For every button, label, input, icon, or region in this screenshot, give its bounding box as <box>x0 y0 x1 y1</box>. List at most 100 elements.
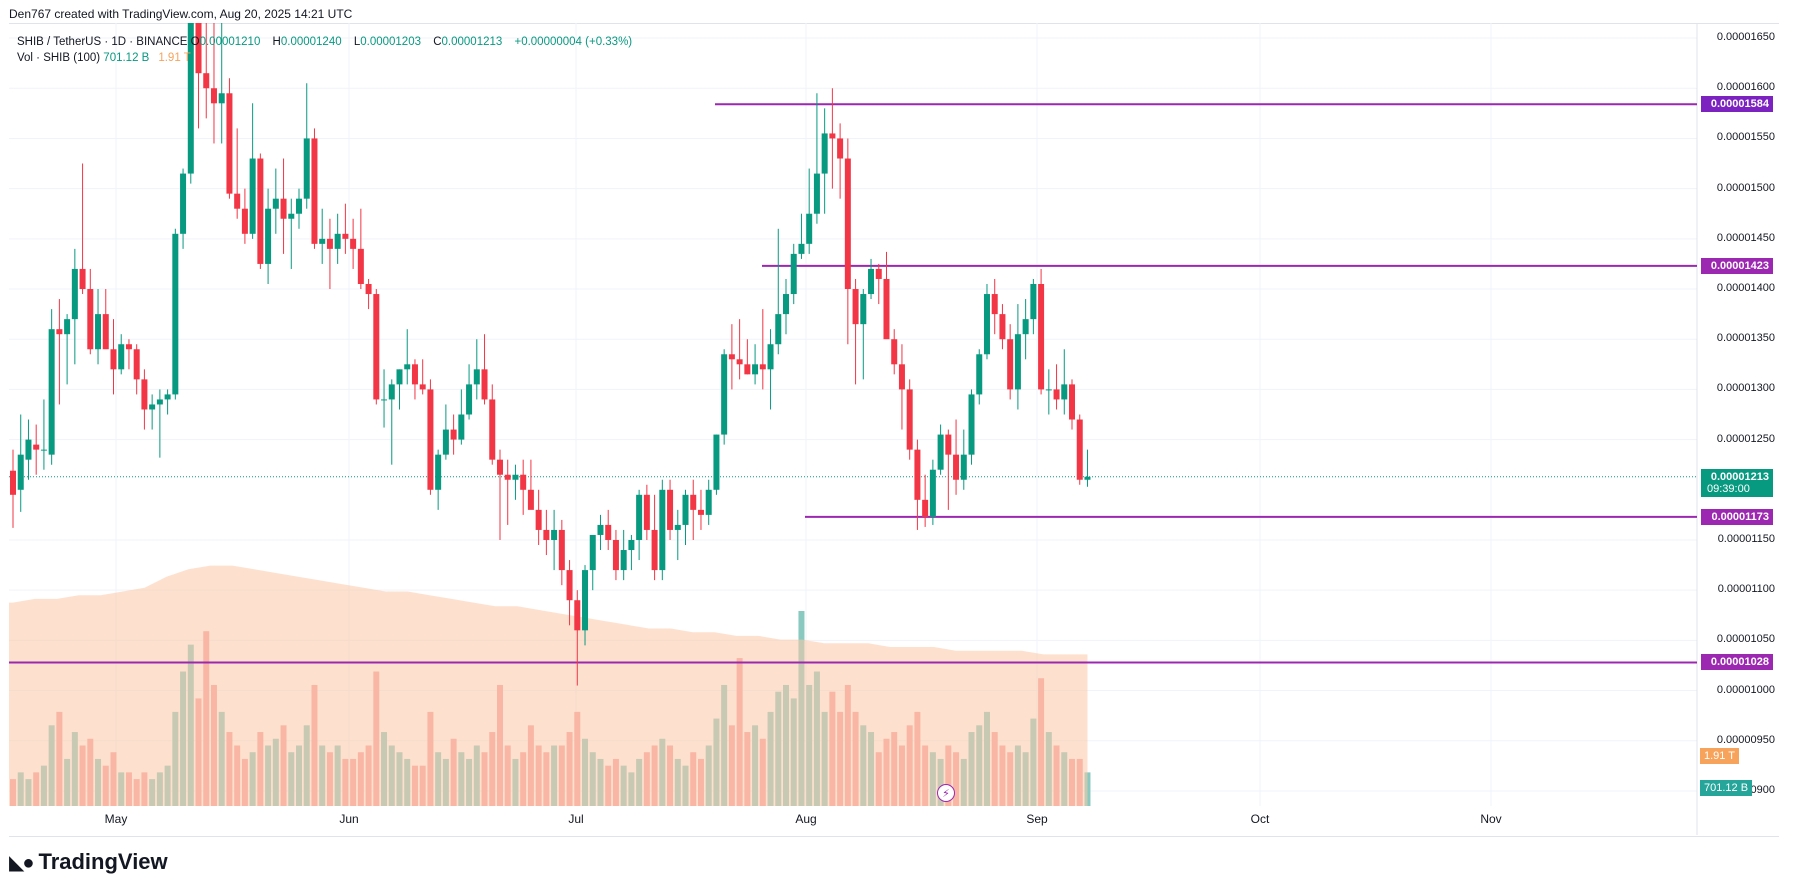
candle-body <box>396 369 403 385</box>
time-axis-label: Jul <box>568 812 584 826</box>
candle-body <box>535 509 542 530</box>
high-key: H <box>272 36 281 48</box>
candle-body <box>783 294 789 315</box>
candle-body <box>953 454 960 480</box>
candle-body <box>71 268 78 320</box>
price-axis-label: 0.00001500 <box>1716 181 1775 194</box>
candle-body <box>659 489 666 571</box>
candle-body <box>512 474 519 480</box>
candle-body <box>195 23 202 74</box>
candle-body <box>527 489 534 510</box>
volume-label: Vol · SHIB (100) <box>17 52 101 64</box>
candle-body <box>288 213 295 219</box>
candle-body <box>218 93 225 104</box>
candle-body <box>373 294 380 400</box>
candle-body <box>713 434 720 490</box>
open-value: 0.00001210 <box>199 36 261 48</box>
candle-body <box>636 494 643 540</box>
change-value: +0.00000004 (+0.33%) <box>514 36 633 48</box>
candle-body <box>829 133 836 139</box>
candle-body <box>883 278 890 340</box>
candle-body <box>929 469 936 517</box>
chart-credit: Den767 created with TradingView.com, Aug… <box>9 7 353 21</box>
level-price-tag: 0.00001423 <box>1701 257 1773 274</box>
volume-row: Vol · SHIB (100) 701.12 B 1.91 T <box>17 50 641 66</box>
time-axis-label: Aug <box>795 812 817 826</box>
tv-logo-icon: ◣● <box>9 851 35 874</box>
candle-body <box>597 524 604 535</box>
time-axis-label: Oct <box>1250 812 1270 826</box>
candle-body <box>187 23 194 174</box>
candle-body <box>697 509 704 515</box>
time-axis-label: May <box>104 812 128 826</box>
high-value: 0.00001240 <box>280 36 342 48</box>
candle-body <box>1045 389 1052 391</box>
ohlc-row: SHIB / TetherUS · 1D · BINANCE O0.000012… <box>17 34 641 50</box>
volume-ma-tag: 1.91 T <box>1700 748 1739 764</box>
price-axis-label: 0.00000950 <box>1716 733 1775 746</box>
candle-body <box>296 198 303 214</box>
candle-body <box>1076 419 1083 480</box>
brand-name: TradingView <box>38 849 168 874</box>
candle-body <box>411 364 418 385</box>
candle-body <box>249 158 256 234</box>
candle-body <box>118 344 125 370</box>
candle-body <box>868 268 875 295</box>
candle-body <box>64 319 71 335</box>
candle-body <box>605 524 612 540</box>
candle-body <box>458 414 465 440</box>
symbol-label: SHIB / TetherUS · 1D · BINANCE <box>17 36 188 48</box>
candles <box>10 23 1091 686</box>
candle-body <box>914 449 921 500</box>
candle-body <box>813 173 820 214</box>
candle-body <box>226 93 233 194</box>
candle-body <box>612 539 619 571</box>
lightning-icon[interactable]: ⚡ <box>937 784 955 802</box>
time-axis-label: Sep <box>1026 812 1048 826</box>
candle-body <box>1030 284 1037 320</box>
candle-body <box>891 339 898 365</box>
candle-body <box>574 600 581 631</box>
tradingview-logo[interactable]: ◣● TradingView <box>9 849 168 875</box>
price-axis-label: 0.00001100 <box>1717 583 1775 596</box>
candle-body <box>210 88 217 104</box>
candle-body <box>303 138 310 199</box>
low-value: 0.00001203 <box>360 36 421 48</box>
candle-body <box>311 138 318 244</box>
candle-body <box>589 534 596 571</box>
candle-body <box>991 294 998 315</box>
candle-body <box>968 394 975 455</box>
candle-body <box>87 289 94 350</box>
candle-body <box>566 570 573 601</box>
candle-body <box>180 173 187 234</box>
candle-body <box>628 539 635 551</box>
volume-ma-area <box>9 565 1088 806</box>
price-axis-label: 0.00001400 <box>1716 282 1775 295</box>
candle-body <box>821 133 828 174</box>
volume-tag: 701.12 B <box>1700 780 1753 796</box>
candle-body <box>110 349 117 370</box>
candle-body <box>365 284 372 295</box>
candle-body <box>551 529 558 540</box>
level-price-tag: 0.00001584 <box>1701 96 1773 113</box>
candle-body <box>682 494 689 525</box>
candle-body <box>852 289 859 325</box>
candle-body <box>404 364 411 370</box>
candle-body <box>1069 384 1076 420</box>
candle-body <box>357 248 364 284</box>
candle-body <box>728 354 735 360</box>
candle-body <box>427 389 434 490</box>
candle-body <box>473 369 480 385</box>
candle-body <box>1061 384 1068 400</box>
price-axis-label: 0.00001250 <box>1716 432 1775 445</box>
price-axis-label: 0.00001450 <box>1716 231 1775 244</box>
price-axis-label: 0.00001650 <box>1716 31 1775 44</box>
candle-body <box>752 364 759 375</box>
close-value: 0.00001213 <box>441 36 503 48</box>
time-axis-label: Nov <box>1480 812 1502 826</box>
price-axis-label: 0.00001300 <box>1716 382 1775 395</box>
volume-ma-value: 1.91 T <box>158 52 191 64</box>
candle-body <box>25 439 32 460</box>
candle-body <box>319 238 326 244</box>
